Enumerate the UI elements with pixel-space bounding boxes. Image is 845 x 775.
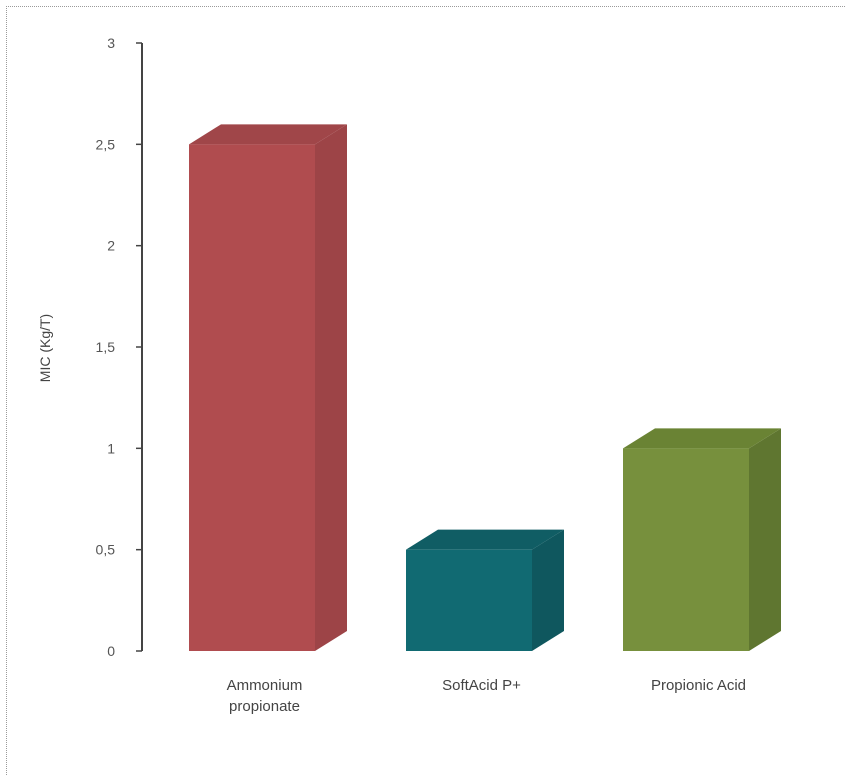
bar-top-face (406, 529, 564, 550)
chart-frame (6, 6, 845, 775)
bar-front-face (406, 549, 532, 651)
bar-front-face (189, 144, 315, 652)
category-label: Propionic Acid (651, 677, 746, 694)
bar-top-face (623, 428, 781, 449)
bar-top-face (189, 124, 347, 145)
y-tick-label: 1 (107, 440, 115, 456)
category-label-line: Ammonium (227, 677, 303, 694)
bar-front-face (623, 448, 749, 651)
bar-side-face (532, 529, 564, 651)
category-labels: Ammonium propionate SoftAcid P+ Propionic A… (227, 677, 746, 715)
bar-side-face (749, 428, 781, 651)
bars (189, 124, 781, 652)
bar (189, 124, 347, 652)
y-tick-label: 2,5 (96, 136, 116, 152)
y-tick-label: 0 (107, 643, 115, 659)
y-tick-label: 1,5 (96, 339, 116, 355)
category-label: SoftAcid P+ (442, 677, 521, 694)
y-tick-label: 3 (107, 35, 115, 51)
category-label-line: Propionic Acid (651, 677, 746, 694)
bar (406, 529, 564, 651)
category-label: Ammonium propionate (227, 677, 303, 715)
category-label-line: SoftAcid P+ (442, 677, 521, 694)
y-tick-label: 0,5 (96, 542, 116, 558)
bar-side-face (315, 124, 347, 652)
y-axis-title: MIC (Kg/T) (37, 314, 53, 382)
category-label-line: propionate (229, 698, 300, 715)
y-tick-label: 2 (107, 238, 115, 254)
y-axis: 0 0,5 1 1,5 2 2,5 3 (96, 35, 143, 659)
bar (623, 428, 781, 651)
